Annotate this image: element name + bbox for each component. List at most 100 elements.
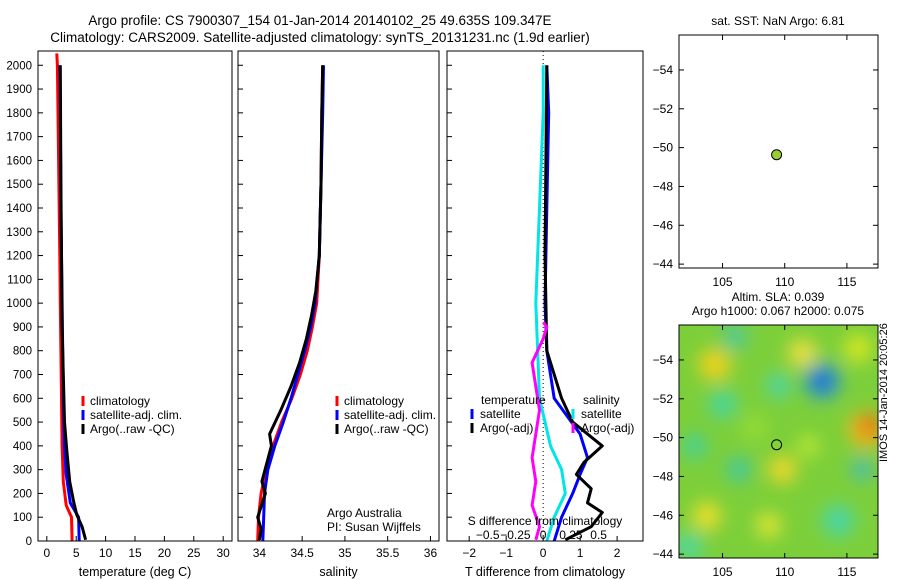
salinity-xtick-label: 35 (338, 546, 352, 560)
temperature-ytick-label: 0 (26, 536, 32, 548)
sst-map-xtick-label: 105 (713, 275, 733, 289)
salinity-annotation: PI: Susan Wijffels (327, 520, 421, 534)
difference-x2tick-label: 0.25 (559, 528, 583, 542)
difference-x2tick-label: −0.25 (500, 528, 531, 542)
temperature-xtick-label: 10 (99, 546, 113, 560)
figure-title-line-1: Argo profile: CS 7900307_154 01-Jan-2014… (88, 13, 552, 28)
temperature-ytick-label: 1600 (6, 155, 32, 167)
sla-heatmap-blob (692, 502, 721, 531)
sla-map-xtick-label: 105 (713, 565, 733, 579)
temperature-ytick-label: 1900 (6, 84, 32, 96)
temperature-series-line (58, 65, 88, 541)
sla-heatmap-blob (682, 434, 707, 459)
sst-map-ytick-label: −46 (653, 218, 674, 232)
temperature-ytick-label: 1700 (6, 132, 32, 144)
difference-legend-label: Argo(-adj) (480, 421, 533, 435)
sla-heatmap-blob (798, 436, 819, 457)
salinity-series-line (256, 65, 325, 541)
sla-heatmap-blob (852, 459, 873, 480)
sst-map-xtick-label: 110 (775, 275, 794, 289)
sla-heatmap-blob (813, 371, 832, 390)
temperature-xtick-label: 5 (73, 546, 80, 560)
sla-map-xtick-label: 110 (775, 565, 794, 579)
temperature-xtick-label: 25 (187, 546, 201, 560)
difference-xtick-label: −1 (499, 546, 513, 560)
sst-map-xtick-label: 115 (837, 275, 856, 289)
temperature-xtick-label: 30 (217, 546, 231, 560)
temperature-ytick-label: 1800 (6, 108, 32, 120)
difference-legend-label: satellite (581, 407, 622, 421)
sla-map-ytick-label: −54 (653, 353, 674, 367)
temperature-ytick-label: 600 (13, 393, 32, 405)
sla-heatmap-blob (722, 325, 747, 349)
sla-heatmap-blob (756, 513, 781, 538)
difference-xtick-label: −2 (462, 546, 476, 560)
sla-heatmap-blob (742, 415, 767, 440)
sla-map-title: Altim. SLA: 0.039 (732, 290, 825, 304)
temperature-series-line (55, 53, 74, 542)
temperature-xtick-label: 15 (128, 546, 142, 560)
difference-x2tick-label: 0.5 (590, 528, 607, 542)
sla-heatmap-blob (844, 334, 873, 363)
sla-heatmap-blob (822, 504, 855, 537)
salinity-xtick-label: 34 (253, 546, 267, 560)
difference-x2tick-label: −0.5 (476, 528, 500, 542)
temperature-ytick-label: 900 (13, 322, 32, 334)
difference-x2tick-label: 0 (540, 528, 547, 542)
sla-map-ytick-label: −48 (653, 469, 674, 483)
difference-series-line (543, 65, 589, 542)
difference-xtick-label: 1 (577, 546, 584, 560)
sla-map-ytick-label: −52 (653, 392, 674, 406)
temperature-ytick-label: 500 (13, 417, 32, 429)
sla-heatmap-blob (768, 455, 797, 484)
sla-heatmap-blob (698, 348, 731, 381)
temperature-ytick-label: 400 (13, 441, 32, 453)
difference-xlabel: T difference from climatology (465, 565, 626, 579)
sla-heatmap-blob (860, 415, 878, 436)
sla-heatmap-blob (679, 532, 703, 558)
sst-map-argo-point (771, 149, 783, 161)
temperature-ytick-label: 700 (13, 369, 32, 381)
temperature-legend-label: Argo(..raw -QC) (90, 422, 175, 436)
sst-map-ytick-label: −48 (653, 179, 674, 193)
difference-axes-frame (446, 50, 644, 542)
timestamp-stamp: IMOS 14-Jan-2014 20:05:26 (878, 323, 890, 462)
sla-heatmap (679, 325, 878, 558)
temperature-axes-frame (37, 50, 233, 542)
sla-map-axes-frame (678, 324, 879, 559)
sla-map-xtick-label: 115 (837, 565, 856, 579)
difference-legend-label: Argo(-adj) (581, 421, 634, 435)
salinity-annotation: Argo Australia (327, 506, 402, 520)
sla-map-title: Argo h1000: 0.067 h2000: 0.075 (692, 304, 864, 318)
sla-heatmap-blob (766, 373, 791, 398)
difference-series-line (534, 65, 567, 542)
difference-legend-label: satellite (480, 407, 521, 421)
salinity-xtick-label: 34.5 (290, 546, 314, 560)
temperature-ytick-label: 1200 (6, 251, 32, 263)
difference-x2label: S difference from climatology (468, 514, 623, 528)
salinity-xtick-label: 36 (424, 546, 438, 560)
difference-xtick-label: 2 (614, 546, 621, 560)
sla-heatmap-blob (788, 338, 817, 367)
temperature-ytick-label: 1300 (6, 227, 32, 239)
difference-series-line (543, 65, 604, 542)
temperature-ytick-label: 300 (13, 465, 32, 477)
sla-heatmap-blob (708, 390, 737, 419)
temperature-xtick-label: 20 (158, 546, 172, 560)
salinity-legend-label: climatology (344, 394, 404, 408)
temperature-ytick-label: 1500 (6, 179, 32, 191)
difference-legend-title: salinity (583, 393, 620, 407)
temperature-legend-label: climatology (90, 394, 150, 408)
salinity-legend-label: satellite-adj. clim. (344, 408, 436, 422)
salinity-axes-frame (237, 50, 440, 542)
temperature-ytick-label: 200 (13, 488, 32, 500)
temperature-ytick-label: 1000 (6, 298, 32, 310)
difference-series-line (530, 321, 549, 541)
temperature-legend-label: satellite-adj. clim. (90, 408, 182, 422)
temperature-xlabel: temperature (deg C) (79, 565, 192, 579)
sst-map-axes-frame (678, 34, 879, 269)
temperature-ytick-label: 2000 (6, 60, 32, 72)
temperature-ytick-label: 800 (13, 346, 32, 358)
sst-map-ytick-label: −44 (653, 257, 674, 271)
